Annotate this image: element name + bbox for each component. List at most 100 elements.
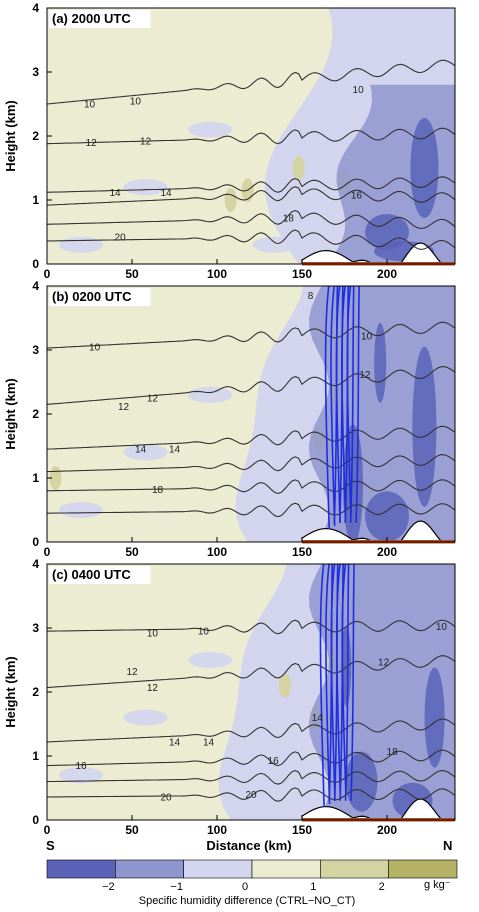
contour-label: 10 [361, 331, 373, 342]
field-olive-patch [279, 673, 291, 698]
cloud-contour [341, 286, 355, 523]
x-tick-label: 0 [44, 267, 51, 281]
colorbar-tick-label: 0 [242, 881, 248, 893]
colorbar-unit: g kg⁻ [424, 879, 451, 891]
y-tick-label: 3 [32, 343, 39, 357]
contour-label: 12 [359, 370, 371, 381]
field-positive-region [47, 286, 304, 542]
contour-label: 10 [353, 85, 365, 96]
contour-line-16 [47, 454, 455, 473]
contour-label: 10 [436, 622, 448, 633]
colorbar-bin [251, 859, 321, 879]
field-positive-region [47, 564, 287, 820]
y-axis-title-c: Height (km) [3, 656, 18, 728]
cloud-contour [341, 564, 355, 801]
panel-title-box [49, 288, 151, 306]
colorbar-bin [46, 859, 116, 879]
contour-line-20 [47, 787, 455, 802]
contour-line-14 [47, 718, 455, 743]
contour-line-10 [47, 59, 455, 105]
contour-label: 12 [140, 137, 152, 148]
y-tick-label: 2 [32, 129, 39, 143]
contour-label: 10 [84, 100, 96, 111]
contour-label: 12 [86, 138, 98, 149]
contour-label: 16 [351, 190, 363, 201]
contour-label: 12 [378, 657, 390, 668]
contour-line-20 [47, 229, 455, 250]
x-tick-label: 50 [125, 545, 139, 559]
contour-label: 8 [308, 291, 314, 302]
contour-label: 16 [268, 756, 280, 767]
field-negative-blob [188, 386, 233, 403]
y-tick-label: 4 [32, 279, 39, 293]
panel-title: (c) 0400 UTC [52, 567, 131, 582]
y-tick-label: 1 [32, 749, 39, 763]
contour-label: 16 [75, 761, 87, 772]
contour-label: 18 [283, 213, 295, 224]
x-tick-label: 200 [377, 267, 397, 281]
contour-label: 10 [147, 629, 159, 640]
y-tick-label: 4 [32, 557, 39, 571]
y-tick-label: 3 [32, 621, 39, 635]
x-tick-label: 0 [44, 823, 51, 837]
field-negative-blob [123, 444, 168, 461]
contour-label: 14 [312, 713, 324, 724]
x-tick-label: 150 [292, 267, 312, 281]
field-olive-patch [224, 188, 237, 212]
field-negative-blob [59, 236, 103, 253]
contour-label: 12 [118, 402, 130, 413]
contour-label: 12 [147, 394, 159, 405]
y-tick-label: 1 [32, 471, 39, 485]
colorbar-tick-label: −2 [102, 881, 115, 893]
contour-line-10 [47, 321, 455, 349]
contour-label: 14 [109, 188, 121, 199]
terrain [301, 520, 455, 542]
panel-title-box [49, 566, 151, 584]
y-tick-label: 2 [32, 685, 39, 699]
contour-line-12 [47, 127, 455, 145]
panel-title-box [49, 10, 151, 28]
x-tick-label: 200 [377, 545, 397, 559]
x-tick-label: 150 [292, 823, 312, 837]
x-tick-label: 0 [44, 545, 51, 559]
colorbar-tick-label: −1 [170, 881, 183, 893]
field-negative-blob [252, 236, 297, 253]
field-strong-negative [365, 491, 409, 542]
x-tick-label: 150 [292, 545, 312, 559]
contour-label: 18 [152, 485, 164, 496]
contour-line-20 [47, 502, 455, 518]
y-axis-title-a: Height (km) [3, 100, 18, 172]
y-tick-label: 1 [32, 193, 39, 207]
contour-label: 12 [147, 683, 159, 694]
field-negative-blob [252, 767, 297, 784]
contour-line-10 [47, 619, 455, 635]
y-tick-label: 2 [32, 407, 39, 421]
y-tick-label: 0 [32, 257, 39, 271]
field-strong-negative [374, 322, 387, 403]
contour-label: 20 [115, 233, 127, 244]
contour-label: 10 [130, 96, 142, 107]
contour-label: 14 [135, 445, 147, 456]
field-negative-blob [188, 121, 233, 138]
contour-label: 12 [126, 667, 138, 678]
colorbar-tick-label: 1 [310, 881, 316, 893]
y-tick-label: 3 [32, 65, 39, 79]
contour-line-18 [47, 210, 455, 230]
y-tick-label: 0 [32, 535, 39, 549]
colorbar: −2 −1 0 1 2 [46, 859, 458, 893]
colorbar-bin [320, 859, 389, 879]
contour-label: 10 [89, 342, 101, 353]
contour-line-12 [47, 366, 455, 405]
panel-title: (a) 2000 UTC [52, 11, 131, 26]
contour-line-12 [47, 655, 455, 689]
contour-line-16 [47, 749, 455, 767]
south-label: S [46, 838, 55, 853]
plot-area-b: 8 10 10 12 12 12 14 14 18 [47, 286, 455, 542]
field-strong-negative [412, 346, 437, 507]
field-strong-negative [365, 214, 409, 250]
colorbar-bin [183, 859, 253, 879]
